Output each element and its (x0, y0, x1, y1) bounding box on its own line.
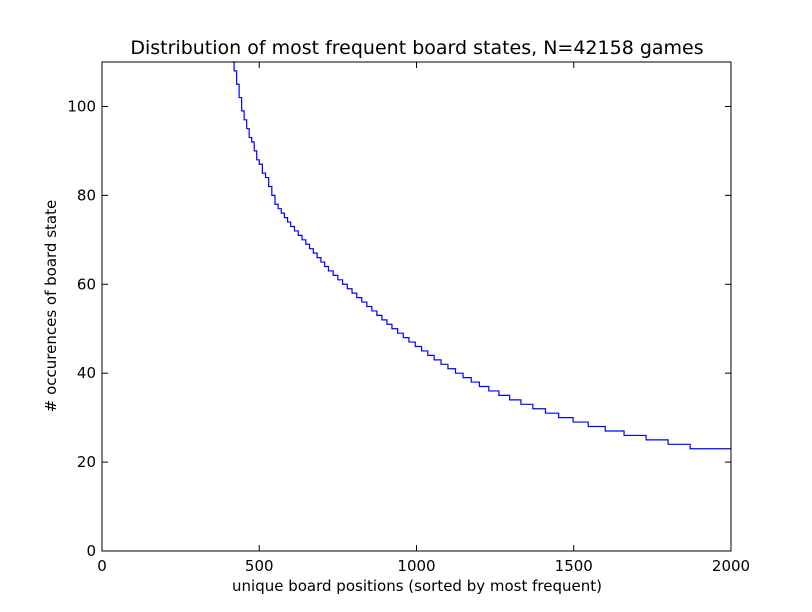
x-tick-label: 2000 (712, 557, 750, 575)
y-tick-label: 60 (77, 275, 96, 293)
series-line (232, 61, 731, 450)
x-axis-label: unique board positions (sorted by most f… (232, 577, 602, 595)
x-tick-label: 0 (97, 557, 107, 575)
axis-ticks: 0 500 1000 1500 2000 0 20 40 60 80 100 (67, 62, 750, 575)
chart-title: Distribution of most frequent board stat… (130, 37, 703, 59)
y-tick-label: 80 (77, 186, 96, 204)
x-tick-label: 1500 (555, 557, 593, 575)
y-axis-label: # occurences of board state (42, 200, 60, 412)
y-tick-label: 0 (86, 542, 96, 560)
y-tick-label: 100 (67, 97, 96, 115)
x-tick-label: 1000 (397, 557, 435, 575)
y-tick-label: 40 (77, 364, 96, 382)
plot-area (232, 61, 731, 450)
plot-frame (101, 61, 732, 552)
x-tick-label: 500 (245, 557, 274, 575)
y-tick-label: 20 (77, 453, 96, 471)
